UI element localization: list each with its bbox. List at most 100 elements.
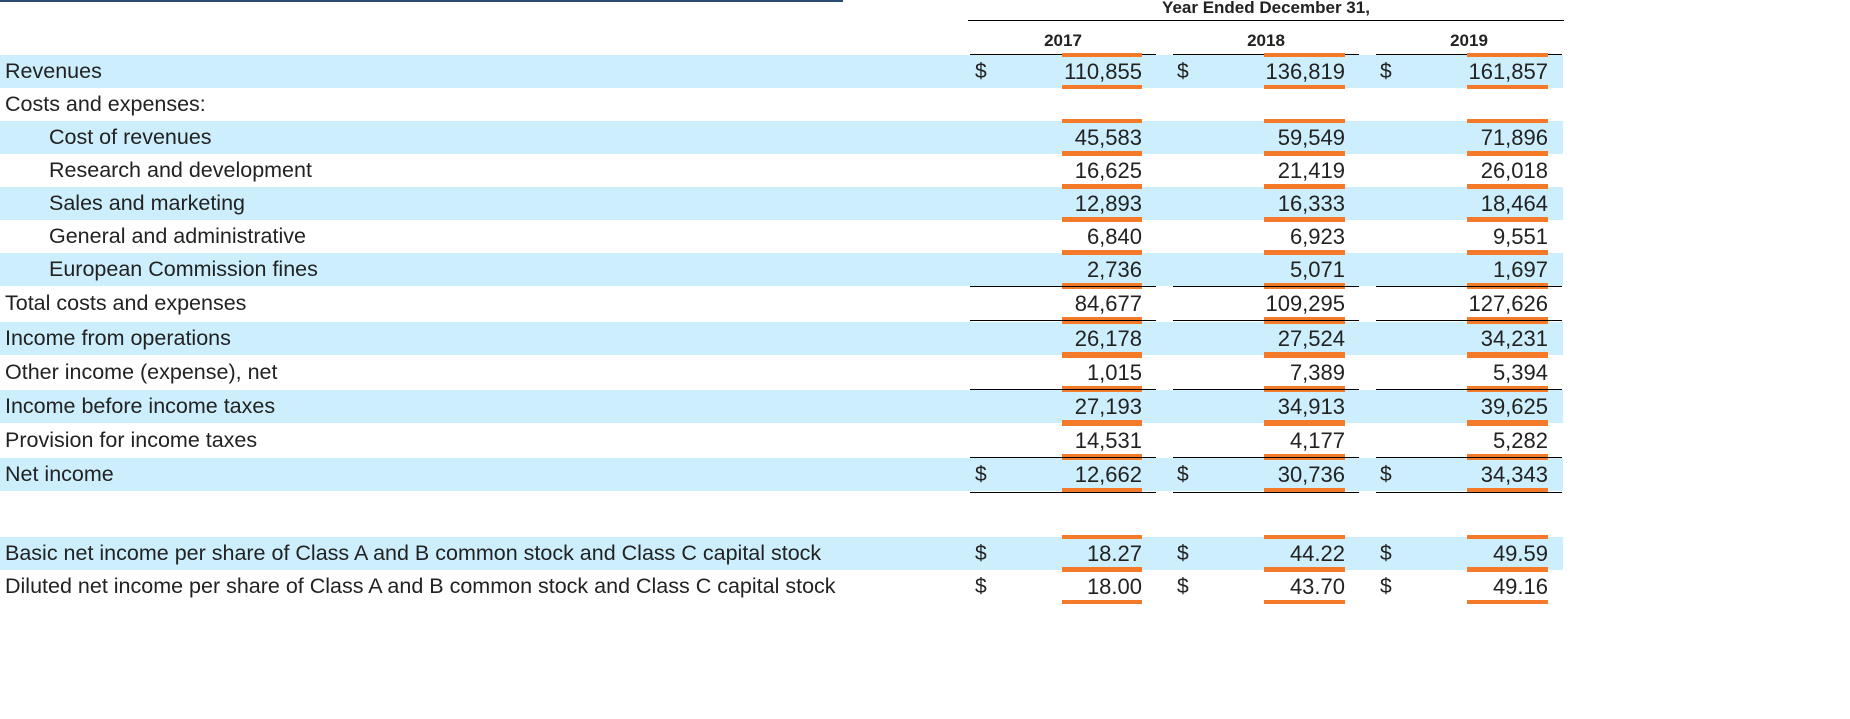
table-row: Income before income taxes 27,193 34,913 39… [0, 388, 1563, 424]
table-row: General and administrative 6,840 6,923 9,55… [0, 218, 1563, 254]
value-2018: 30,736 [1277, 462, 1345, 487]
value-underline [1062, 354, 1142, 358]
value-underline [1062, 488, 1142, 492]
row-label: Provision for income taxes [5, 428, 258, 452]
value-underline [1062, 535, 1142, 539]
value-underline [1062, 285, 1142, 289]
top-rule [0, 0, 843, 2]
row-label: Diluted net income per share of Class A … [5, 574, 836, 598]
value-underline [1062, 388, 1142, 392]
value-2018: 109,295 [1265, 291, 1345, 316]
row-label: Net income [5, 462, 114, 486]
value-2018: 16,333 [1277, 191, 1345, 216]
value-2017: 18.00 [1086, 574, 1142, 599]
value-2017: 12,893 [1074, 191, 1142, 216]
value-underline [1264, 251, 1345, 255]
value-underline [1467, 422, 1548, 426]
subtotal-rule [1376, 457, 1562, 458]
value-2019: 71,896 [1480, 125, 1548, 150]
value-2018: 21,419 [1277, 158, 1345, 183]
value-underline [1264, 354, 1345, 358]
currency-symbol: $ [975, 60, 987, 83]
value-2017: 110,855 [1064, 59, 1142, 84]
value-underline [1264, 185, 1345, 189]
value-underline [1264, 422, 1345, 426]
subtotal-rule [1173, 286, 1359, 287]
currency-symbol: $ [1380, 463, 1392, 486]
row-label: Revenues [5, 59, 102, 83]
value-underline [1264, 85, 1345, 89]
table-row: Revenues $110,855 $136,819 $161,857 [0, 53, 1563, 89]
value-2018: 136,819 [1265, 59, 1345, 84]
value-underline [1062, 185, 1142, 189]
row-label: Other income (expense), net [5, 360, 278, 384]
subtotal-rule [1376, 286, 1562, 287]
value-underline [1264, 152, 1345, 156]
currency-symbol: $ [1177, 463, 1189, 486]
value-underline [1467, 535, 1548, 539]
subtotal-rule [1173, 389, 1359, 390]
value-2019: 127,626 [1468, 291, 1548, 316]
currency-symbol: $ [975, 575, 987, 598]
value-underline [1467, 119, 1548, 123]
currency-symbol: $ [975, 542, 987, 565]
value-2019: 161,857 [1468, 59, 1548, 84]
subtotal-rule [970, 320, 1156, 321]
value-underline [1062, 600, 1142, 604]
value-underline [1467, 456, 1548, 460]
total-rule [1173, 492, 1359, 493]
value-underline [1467, 317, 1548, 321]
value-2018: 5,071 [1289, 257, 1345, 282]
value-underline [1264, 53, 1345, 57]
value-underline [1062, 456, 1142, 460]
year-2018-header: 2018 [1247, 31, 1285, 50]
value-underline [1062, 317, 1142, 321]
value-2017: 2,736 [1086, 257, 1142, 282]
value-2019: 34,231 [1480, 326, 1548, 351]
value-2019: 9,551 [1492, 224, 1548, 249]
period-caption-rule [968, 20, 1564, 21]
table-row: Cost of revenues 45,583 59,549 71,896 [0, 119, 1563, 155]
table-row: Total costs and expenses 84,677 109,295 127… [0, 285, 1563, 321]
value-underline [1467, 185, 1548, 189]
row-label: Income before income taxes [5, 394, 276, 418]
value-underline [1062, 119, 1142, 123]
currency-symbol: $ [1177, 60, 1189, 83]
value-underline [1264, 285, 1345, 289]
table-row: European Commission fines 2,736 5,071 1,697 [0, 251, 1563, 287]
currency-symbol: $ [1177, 542, 1189, 565]
value-underline [1062, 422, 1142, 426]
table-row: Costs and expenses: [0, 88, 1563, 121]
value-underline [1467, 152, 1548, 156]
row-label: Income from operations [5, 326, 231, 350]
value-underline [1264, 388, 1345, 392]
value-2019: 49.59 [1492, 541, 1548, 566]
value-2019: 26,018 [1480, 158, 1548, 183]
value-underline [1467, 354, 1548, 358]
total-rule [970, 492, 1156, 493]
row-label: Sales and marketing [49, 191, 245, 215]
value-underline [1467, 600, 1548, 604]
value-underline [1062, 152, 1142, 156]
value-2018: 4,177 [1289, 428, 1345, 453]
table-row: Other income (expense), net 1,015 7,389 5,3… [0, 354, 1563, 390]
currency-symbol: $ [975, 463, 987, 486]
value-underline [1264, 488, 1345, 492]
subtotal-rule [1376, 320, 1562, 321]
table-row: Net income $12,662 $30,736 $34,343 [0, 456, 1563, 492]
table-row: Provision for income taxes 14,531 4,177 5,2… [0, 422, 1563, 458]
subtotal-rule [1173, 320, 1359, 321]
row-label: Cost of revenues [49, 125, 212, 149]
value-2018: 34,913 [1277, 394, 1345, 419]
total-rule [1376, 492, 1562, 493]
value-2019: 5,394 [1492, 360, 1548, 385]
value-underline [1062, 568, 1142, 572]
year-2017-header: 2017 [1044, 31, 1082, 50]
value-2019: 1,697 [1492, 257, 1548, 282]
value-2019: 39,625 [1480, 394, 1548, 419]
subtotal-rule [1376, 389, 1562, 390]
value-underline [1264, 317, 1345, 321]
value-underline [1264, 320, 1345, 324]
value-underline [1264, 456, 1345, 460]
value-2017: 12,662 [1074, 462, 1142, 487]
